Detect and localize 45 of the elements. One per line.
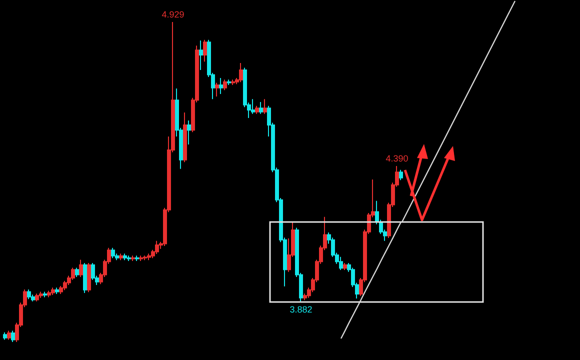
candlestick <box>139 255 143 262</box>
candlestick <box>203 39 207 62</box>
candlestick <box>135 255 139 262</box>
candlestick <box>51 287 55 296</box>
candlestick <box>119 253 123 261</box>
candlestick <box>75 267 79 278</box>
annotation: 3.882 <box>290 304 312 314</box>
candlestick <box>3 332 7 340</box>
candlestick <box>47 290 51 298</box>
candlestick <box>343 262 347 270</box>
candlestick <box>239 62 243 83</box>
candlestick <box>187 120 191 146</box>
candlestick <box>215 82 219 98</box>
candlestick <box>147 253 151 261</box>
candlestick <box>87 262 91 293</box>
annotation: 4.929 <box>162 10 184 20</box>
candlestick <box>231 79 235 86</box>
candlestick <box>39 291 43 298</box>
candlestick <box>63 280 67 291</box>
candlestick <box>79 259 83 278</box>
candlestick <box>183 112 187 163</box>
candlestick <box>199 40 203 70</box>
candlestick <box>11 330 15 342</box>
candlestick <box>55 287 59 294</box>
candlestick <box>155 240 159 254</box>
candlestick <box>127 255 131 262</box>
candlestick <box>219 78 223 94</box>
candlestick <box>27 289 31 300</box>
candlestick <box>83 262 87 294</box>
annotation: 4.390 <box>386 154 408 164</box>
candlestick <box>399 169 403 181</box>
candlestick <box>111 247 115 259</box>
candlestick <box>123 253 127 261</box>
candlestick <box>35 293 39 302</box>
candlestick <box>131 255 135 262</box>
candlestick <box>223 79 227 91</box>
candlestick <box>43 291 47 298</box>
candlestick <box>339 256 343 270</box>
candlestick <box>227 79 231 86</box>
candlestick <box>251 98 255 114</box>
candlestick <box>263 98 267 114</box>
candlestick <box>143 255 147 261</box>
candlestick <box>259 102 263 114</box>
candlestick <box>7 330 11 340</box>
candlestick <box>255 105 259 114</box>
